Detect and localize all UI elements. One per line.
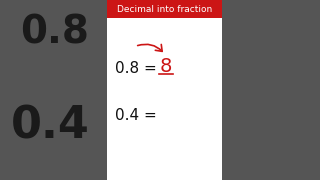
Text: 8: 8 <box>160 57 172 76</box>
Text: Decimal into fraction: Decimal into fraction <box>117 4 212 14</box>
Text: 0.8 =: 0.8 = <box>115 61 157 76</box>
Text: 0.4: 0.4 <box>11 105 89 147</box>
Text: 0.4 =: 0.4 = <box>115 108 157 123</box>
Text: 0.8: 0.8 <box>20 13 89 51</box>
Bar <box>107 0 222 18</box>
Bar <box>107 0 222 180</box>
FancyArrowPatch shape <box>138 44 162 51</box>
